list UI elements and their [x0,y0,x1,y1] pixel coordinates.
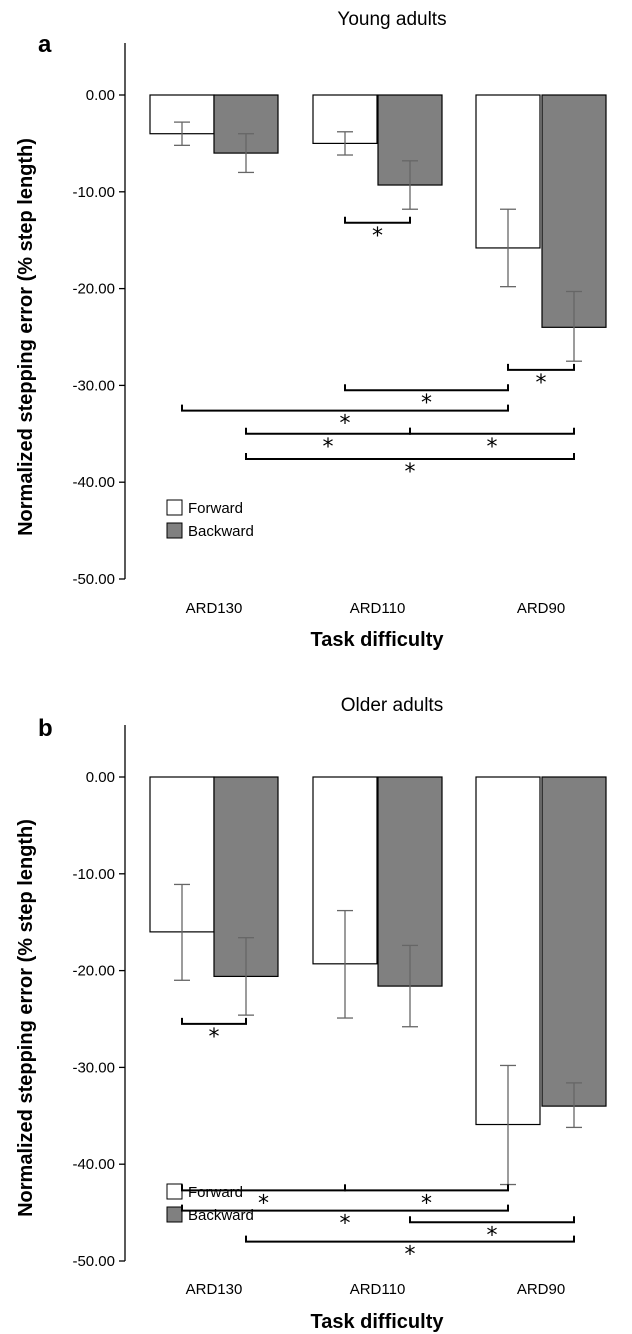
y-tick-label: 0.00 [86,87,115,104]
legend-label-forward: Forward [188,500,243,517]
bracket-line [245,1235,575,1243]
y-tick-label: -40.00 [72,474,115,491]
significance-star: * [405,460,416,485]
legend-swatch-backward [166,522,183,539]
significance-bracket: * [181,1017,247,1050]
x-axis-title: Task difficulty [311,629,445,651]
significance-bracket: * [245,452,575,485]
legend-label-forward: Forward [188,1184,243,1201]
x-axis-title: Task difficulty [311,1311,445,1333]
bar-backward-ard90 [541,94,607,328]
y-tick-label: -30.00 [72,377,115,394]
significance-star: * [487,435,498,460]
significance-star: * [340,1212,351,1237]
bracket-line [344,216,411,224]
y-tick-label: -10.00 [72,184,115,201]
y-tick-label: -30.00 [72,1059,115,1076]
bracket-line [409,427,575,435]
bracket-line [344,1184,509,1192]
chart-panel-b: b Older adults 0.00 -10.00 -20.00 -30.00 -40.0… [15,695,607,1333]
category-label: ARD130 [186,600,243,617]
significance-bracket: * [344,216,411,249]
significance-star: * [421,1191,432,1216]
significance-bracket: * [245,1235,575,1268]
category-label: ARD110 [350,1281,406,1298]
y-tick-label: -50.00 [72,571,115,588]
significance-bracket: * [507,363,575,396]
significance-bracket: * [409,427,575,460]
significance-star: * [536,371,547,396]
category-label: ARD90 [517,1281,565,1298]
legend: Forward Backward [166,499,254,540]
significance-bracket: * [245,427,411,460]
legend-label-backward: Backward [188,1207,254,1224]
category-label: ARD110 [350,600,406,617]
legend-swatch-forward [166,499,183,516]
significance-star: * [340,412,351,437]
panel-title: Young adults [337,9,446,30]
significance-bracket: * [344,384,509,416]
bracket-line [245,452,575,460]
significance-star: * [405,1243,416,1268]
significance-star: * [209,1025,220,1050]
y-tick-label: -20.00 [72,281,115,298]
bracket-line [507,363,575,371]
significance-star: * [258,1191,269,1216]
panel-letter: b [38,715,53,742]
bracket-line [181,1017,247,1025]
category-label: ARD130 [186,1281,243,1298]
significance-star: * [421,391,432,416]
legend-swatch-backward [166,1206,183,1223]
significance-bracket: * [181,1204,509,1237]
category-label: ARD90 [517,600,565,617]
significance-star: * [487,1223,498,1248]
significance-bracket: * [409,1216,575,1248]
y-tick-label: -40.00 [72,1156,115,1173]
y-axis-title: Normalized stepping error (% step length… [15,138,37,536]
bar-backward-ard90 [541,776,607,1107]
y-tick-label: 0.00 [86,769,115,786]
bracket-line [245,427,411,435]
chart-panel-a: a Young adults 0.00 -10.00 -20.00 -30.00 -40.0… [15,9,607,651]
significance-star: * [323,435,334,460]
bracket-line [409,1216,575,1224]
bracket-line [344,384,509,392]
legend-swatch-forward [166,1183,183,1200]
panel-letter: a [38,31,52,58]
panel-title: Older adults [341,695,443,716]
y-tick-label: -50.00 [72,1253,115,1270]
y-tick-label: -10.00 [72,866,115,883]
y-axis-title: Normalized stepping error (% step length… [15,819,37,1217]
y-tick-label: -20.00 [72,963,115,980]
bracket-line [181,404,509,412]
significance-bracket: * [344,1184,509,1216]
legend-label-backward: Backward [188,523,254,540]
significance-bracket: * [181,404,509,437]
bracket-line [181,1204,509,1212]
significance-star: * [372,224,383,249]
